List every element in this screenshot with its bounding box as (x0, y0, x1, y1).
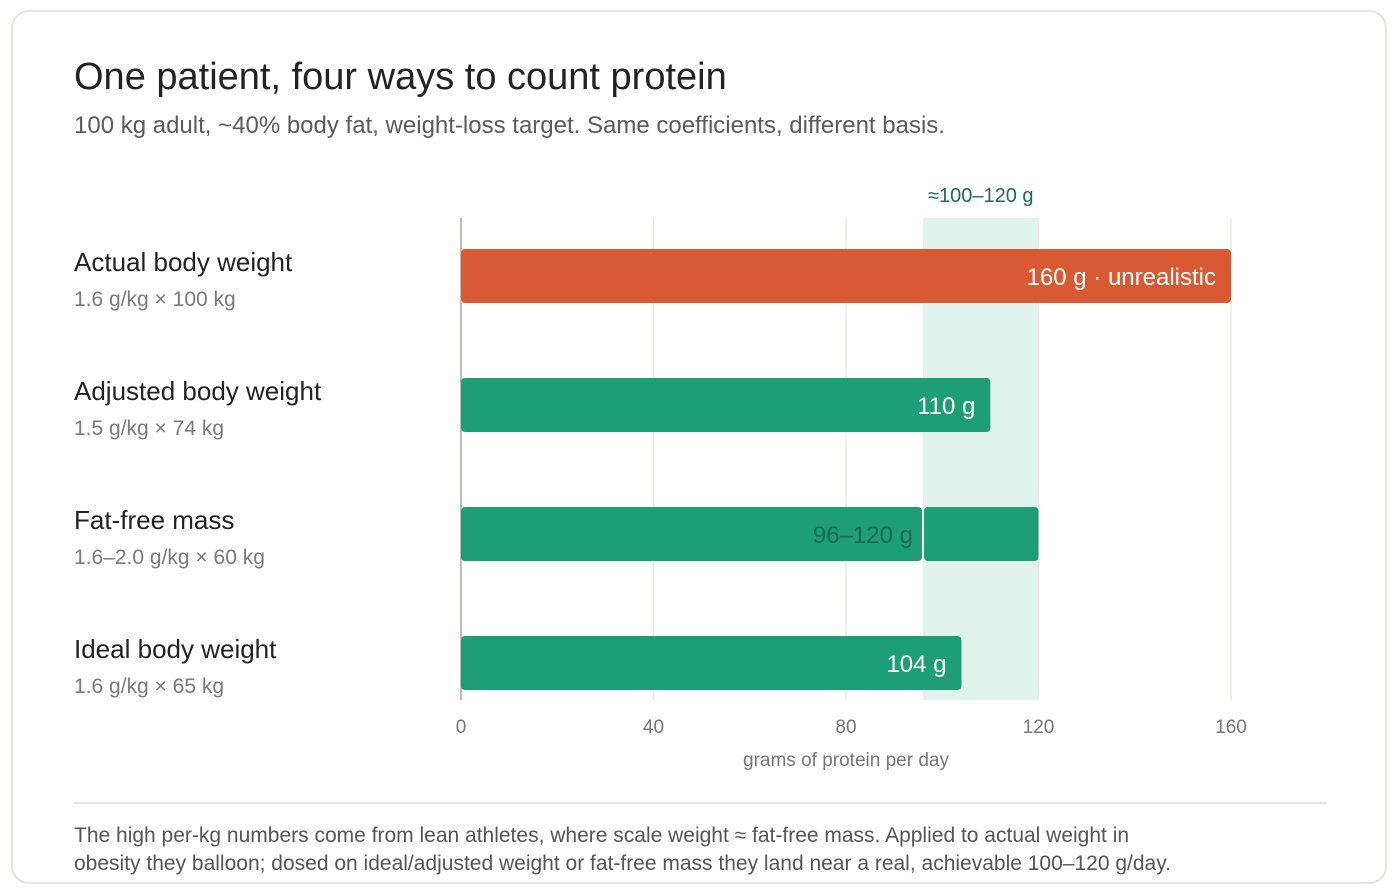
x-tick-label-160: 160 (1215, 717, 1247, 738)
bar-range-extension (924, 507, 1039, 561)
bar-value-label: 160 g · unrealistic (1027, 264, 1216, 291)
x-axis-title: grams of protein per day (743, 750, 949, 771)
chart-subtitle: 100 kg adult, ~40% body fat, weight-loss… (74, 112, 945, 139)
category-label: Adjusted body weight (74, 376, 322, 406)
category-label: Fat-free mass (74, 505, 234, 535)
x-tick-label-80: 80 (835, 717, 856, 738)
bar-chart: ≈100–120 g 0 40 80 120 160 grams of protein pe… (74, 185, 1247, 771)
category-basis: 1.6–2.0 g/kg × 60 kg (74, 546, 265, 569)
category-basis: 1.6 g/kg × 65 kg (74, 675, 224, 698)
footnote-line-1: The high per-kg numbers come from lean a… (74, 824, 1130, 847)
bar (461, 636, 962, 690)
category-label: Actual body weight (74, 247, 293, 277)
footnote: The high per-kg numbers come from lean a… (74, 822, 1334, 878)
category-basis: 1.6 g/kg × 100 kg (74, 288, 236, 311)
bar-value-label: 104 g (886, 651, 946, 678)
chart-card (11, 10, 1387, 884)
bar (461, 378, 991, 432)
bar-value-label: 96–120 g (813, 522, 913, 549)
x-tick-label-120: 120 (1023, 717, 1055, 738)
footnote-divider (74, 802, 1327, 804)
target-band-label: ≈100–120 g (928, 185, 1034, 207)
bar (461, 507, 922, 561)
x-tick-label-0: 0 (456, 717, 467, 738)
bar-value-label: 110 g (917, 393, 975, 420)
x-tick-label-40: 40 (643, 717, 664, 738)
chart-title: One patient, four ways to count protein (74, 56, 727, 98)
category-basis: 1.5 g/kg × 74 kg (74, 417, 224, 440)
category-label: Ideal body weight (74, 634, 277, 664)
footnote-line-2: obesity they balloon; dosed on ideal/adj… (74, 852, 1171, 875)
bar (461, 249, 1231, 303)
